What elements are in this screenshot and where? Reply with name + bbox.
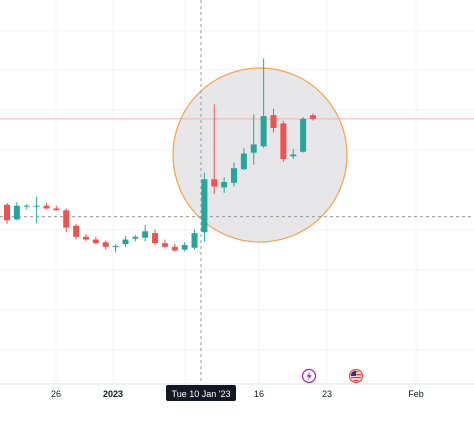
candle-body [112, 245, 119, 247]
candle-body [4, 204, 10, 221]
candle [132, 234, 139, 242]
candle-body [181, 245, 188, 250]
candle [4, 202, 10, 224]
candle [23, 203, 30, 210]
candle [92, 236, 99, 245]
lightning-event-icon[interactable] [301, 368, 317, 384]
candle-body [161, 243, 168, 247]
candle [231, 162, 238, 187]
candle [181, 242, 188, 252]
candle-body [201, 179, 208, 233]
candle [73, 224, 80, 240]
candle-body [122, 239, 129, 245]
time-tick-label-year: 2023 [103, 389, 123, 399]
candle-body [221, 181, 228, 188]
candle [240, 148, 247, 171]
candle [221, 177, 228, 193]
candle-body [211, 179, 218, 187]
candle-body [102, 242, 109, 247]
candle-body [13, 205, 20, 220]
candle-body [92, 239, 99, 244]
candle [290, 149, 297, 160]
candle [53, 205, 60, 211]
candle-body [152, 233, 159, 244]
candle [270, 108, 277, 133]
candle [43, 202, 50, 210]
candle-body [260, 116, 267, 147]
candle-body [231, 168, 238, 183]
candle [211, 104, 218, 194]
candle [112, 244, 119, 253]
candle [152, 229, 159, 246]
time-tick-label-month: Feb [408, 389, 424, 399]
candle-body [142, 231, 149, 238]
candles [4, 58, 316, 253]
time-tick-label: 26 [51, 389, 61, 399]
candle [171, 244, 178, 252]
candle-body [309, 115, 316, 119]
highlight-circle-shape [172, 67, 348, 243]
candle [250, 114, 257, 165]
crosshair-date-label: Tue 10 Jan '23 [172, 389, 231, 399]
event-markers[interactable] [301, 368, 364, 384]
candle [82, 234, 89, 242]
candle-body [63, 210, 70, 228]
candle [63, 208, 70, 233]
candle [309, 113, 316, 121]
time-axis: 26 2023 16 23 Feb Tue 10 Jan '23 [0, 383, 474, 401]
time-tick-label: 23 [322, 389, 332, 399]
crosshair-date-tooltip [166, 385, 236, 401]
us-flag-event-icon[interactable] [348, 368, 364, 384]
candle-body [82, 236, 89, 240]
candle-body [300, 118, 307, 152]
candle [13, 202, 20, 221]
candle [260, 58, 267, 149]
candle [142, 224, 149, 242]
candle [161, 239, 168, 248]
candle-body [43, 205, 50, 209]
candle [33, 196, 40, 224]
candle-body [290, 154, 297, 157]
candle-body [240, 153, 247, 170]
candle-body [73, 225, 80, 237]
candle-body [23, 205, 30, 207]
candle-body [191, 233, 198, 248]
candle-body [250, 144, 257, 153]
candle [191, 229, 198, 250]
candle-body [270, 115, 277, 128]
candle [102, 240, 109, 250]
candle-body [132, 236, 139, 239]
candle-body [53, 208, 60, 211]
candle-body [280, 123, 287, 160]
highlight-circle [172, 67, 348, 243]
candle [300, 117, 307, 153]
candle [122, 235, 129, 247]
price-guides [0, 0, 474, 384]
candle [201, 172, 208, 242]
candle-body [171, 246, 178, 251]
time-tick-label: 16 [254, 389, 264, 399]
candle [280, 120, 287, 162]
candle-body [33, 205, 40, 207]
